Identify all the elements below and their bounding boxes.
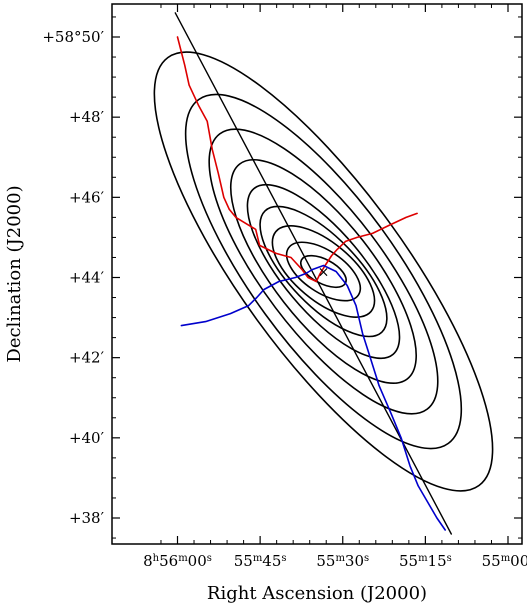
trajectory-paths: [174, 12, 452, 535]
y-tick-label-1: +48′: [69, 108, 105, 126]
x-tick-label-2: 55m30s: [316, 552, 369, 570]
x-axis-title: Right Ascension (J2000): [207, 583, 427, 604]
y-tick-label-2: +46′: [69, 188, 105, 206]
y-tick-labels: +58°50′ +48′ +46′ +44′ +42′ +40′ +38′: [42, 28, 104, 527]
x-tick-label-1: 55m45s: [234, 552, 287, 570]
contour-ellipse-6: [229, 158, 418, 385]
x-tick-labels: 8h56m00s 55m45s 55m30s 55m15s 55m00s: [143, 552, 527, 570]
y-tick-label-4: +42′: [69, 349, 105, 367]
contour-ellipse-3: [271, 225, 376, 318]
contour-ellipse-2: [285, 241, 362, 302]
contour-ellipse-9: [153, 51, 494, 492]
y-tick-label-6: +38′: [69, 509, 105, 527]
contour-ellipse-7: [208, 128, 439, 415]
contour-ellipse-5: [246, 183, 401, 360]
major-axis-line: [174, 12, 452, 535]
plot-frame: [111, 3, 523, 545]
contour-ellipse-4: [259, 205, 388, 338]
center-marker: ×: [318, 264, 330, 280]
red-trajectory-path: [176, 36, 418, 283]
y-tick-label-3: +44′: [69, 269, 105, 287]
blue-trajectory-path: [180, 264, 447, 531]
x-tick-label-0: 8h56m00s: [143, 552, 212, 570]
x-tick-label-4: 55m00s: [482, 552, 527, 570]
axis-ticks: [112, 4, 522, 544]
y-tick-label-0: +58°50′: [42, 28, 104, 46]
y-tick-label-5: +40′: [69, 429, 105, 447]
x-tick-label-3: 55m15s: [399, 552, 452, 570]
y-axis-title: Declination (J2000): [4, 185, 25, 362]
center-cross-mark: ×: [318, 264, 330, 280]
